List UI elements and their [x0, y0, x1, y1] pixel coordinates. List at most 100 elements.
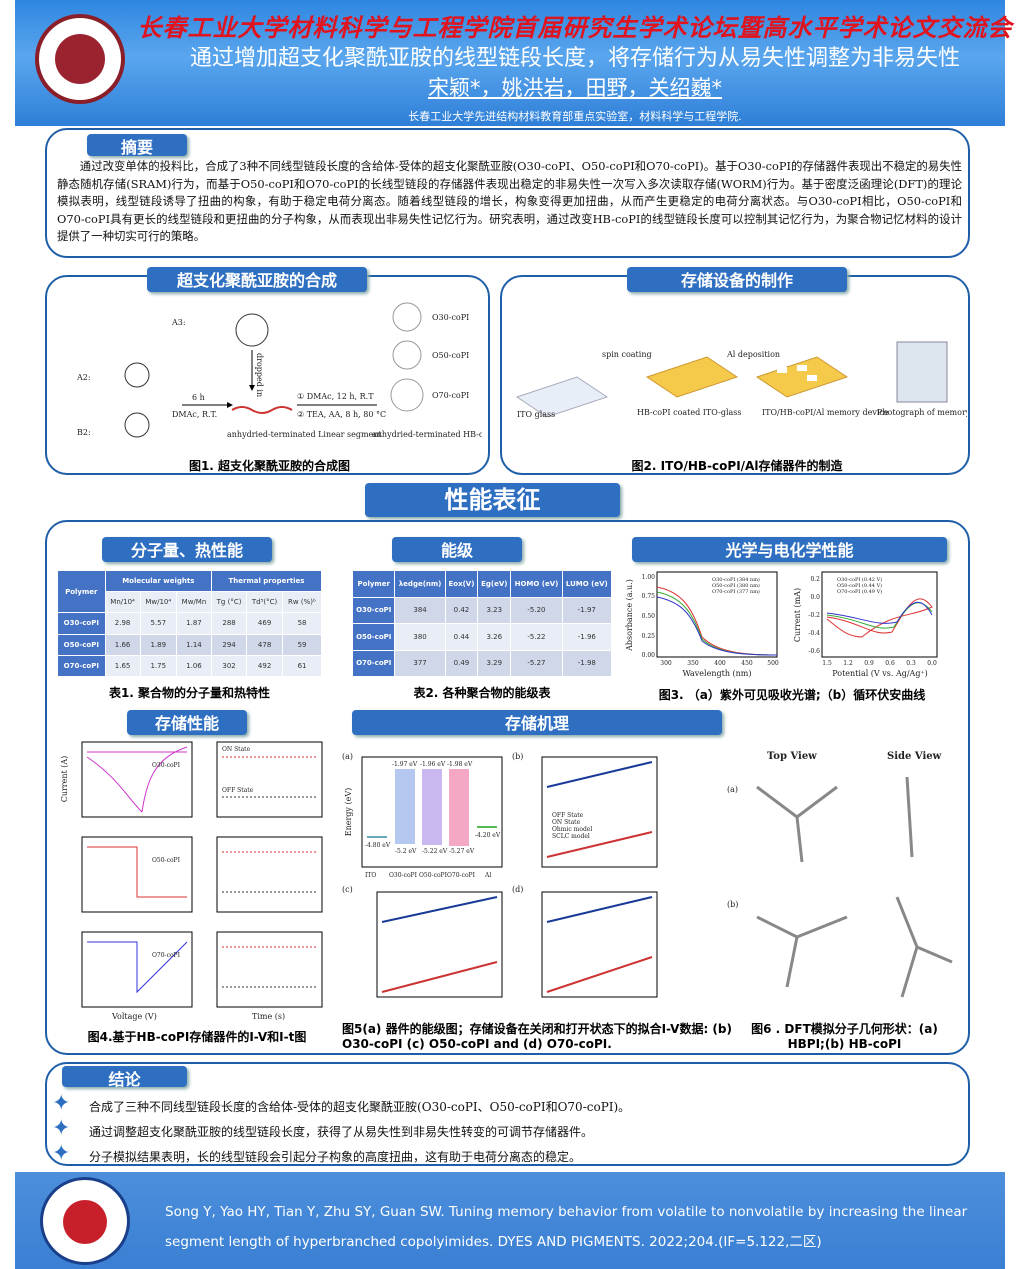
- label-o30: O30-coPI: [432, 313, 469, 322]
- authors: 宋颖*，姚洪岩，田野，关绍巍*: [428, 76, 722, 100]
- label-o70: O70-coPI: [432, 391, 469, 400]
- svg-text:Top View: Top View: [767, 751, 817, 762]
- svg-text:O30-coPI: O30-coPI: [152, 762, 181, 769]
- svg-text:-5.22 eV: -5.22 eV: [422, 848, 448, 855]
- label-step2: ② TEA, AA, 8 h, 80 °C: [297, 410, 386, 419]
- label-ito-glass: ITO glass: [517, 410, 555, 419]
- performance-title: 性能表征: [365, 483, 620, 517]
- label-step1: ① DMAc, 12 h, R.T: [297, 392, 374, 401]
- figure6-caption: 图6 . DFT模拟分子几何形状：(a) HBPI;(b) HB-coPI: [751, 1022, 938, 1051]
- affiliation: 长春工业大学先进结构材料教育部重点实验室，材料科学与工程学院.: [408, 110, 742, 123]
- b-ytick: -0.6: [808, 648, 820, 655]
- svg-text:-1.96 eV: -1.96 eV: [420, 761, 446, 768]
- table-row: O30-coPI 384 0.42 3.23 -5.20 -1.97: [351, 596, 613, 624]
- a-xtick: 350: [687, 660, 699, 667]
- svg-text:O30-coPI (0.42 V): O30-coPI (0.42 V): [837, 576, 882, 583]
- dft-geometry-figure: Top View Side View (a) (b): [727, 751, 953, 998]
- conclusion-title: 结论: [62, 1066, 187, 1089]
- synthesis-section: 超支化聚酰亚胺的合成 A3: A2: B2: 6 h DMAc, R.T. an…: [45, 267, 490, 475]
- table1: Polymer Molecular weights Thermal properti…: [57, 569, 323, 678]
- a-ylabel: Absorbance (a.u.): [625, 579, 634, 652]
- label-a2: A2:: [76, 373, 91, 382]
- b-ylabel: Current (mA): [793, 588, 802, 642]
- svg-text:(b): (b): [727, 900, 738, 909]
- storage-title: 存储性能: [127, 710, 247, 735]
- label-coated-glass: HB-coPI coated ITO-glass: [637, 408, 741, 417]
- svg-text:O50-coPI (380 nm): O50-coPI (380 nm): [712, 582, 760, 589]
- storage-ylabel: Current (A): [60, 756, 69, 803]
- poster-title: 通过增加超支化聚酰亚胺的线型链段长度，将存储行为从易失性调整为非易失性: [189, 46, 960, 71]
- b-xtick: 1.2: [843, 660, 853, 667]
- a-ytick: 0.00: [642, 652, 656, 659]
- svg-text:Time (s): Time (s): [252, 1012, 285, 1021]
- svg-text:Side View: Side View: [887, 751, 942, 762]
- svg-text:(c): (c): [342, 885, 353, 894]
- conclusion-item: 通过调整超支化聚酰亚胺的线型链段长度，获得了从易失性到非易失性转变的可调节存储器…: [89, 1125, 594, 1139]
- device-title: 存储设备的制作: [627, 267, 847, 292]
- synthesis-title: 超支化聚酰亚胺的合成: [147, 267, 367, 292]
- label-linear-segment: anhydried-terminated Linear segment: [227, 430, 382, 439]
- svg-text:ON State: ON State: [222, 746, 251, 753]
- abstract-text: 通过改变单体的投料比，合成了3种不同线型链段长度的含给体-受体的超支化聚酰亚胺(…: [57, 159, 962, 243]
- svg-text:SCLC model: SCLC model: [552, 833, 590, 840]
- svg-text:OFF State: OFF State: [552, 812, 584, 819]
- table-row: O30-coPI 2.98 5.57 1.87 288 469 58: [57, 612, 322, 635]
- device-section: 存储设备的制作 ITO glass spin coating HB-coPI c…: [500, 267, 970, 475]
- abstract-section: 摘要 通过改变单体的投料比，合成了3种不同线型链段长度的含给体-受体的超支化聚酰…: [45, 128, 970, 258]
- svg-text:OFF State: OFF State: [222, 787, 254, 794]
- figure5-caption: 图5(a) 器件的能级图；存储设备在关闭和打开状态下的拟合I-V数据: (b) …: [342, 1022, 732, 1051]
- svg-text:O50-coPI: O50-coPI: [152, 857, 181, 864]
- svg-text:O30-coPI: O30-coPI: [389, 872, 418, 879]
- table-row: O50-coPI 1.66 1.89 1.14 294 478 59: [57, 633, 322, 656]
- mechanism-title: 存储机理: [352, 710, 722, 735]
- b-ytick: 0.2: [810, 576, 820, 583]
- table-row: O50-coPI 380 0.44 3.26 -5.22 -1.96: [351, 623, 613, 651]
- svg-text:-4.20 eV: -4.20 eV: [475, 832, 501, 839]
- optical-figure: O30-coPI (384 nm) O50-coPI (380 nm) O70-…: [625, 571, 938, 678]
- abstract-title: 摘要: [87, 134, 187, 157]
- university-logo: [35, 14, 125, 104]
- b-ytick: 0.0: [810, 594, 820, 601]
- figure1-caption: 图1. 超支化聚酰亚胺的合成图: [188, 459, 351, 473]
- energy-ylabel: Energy (eV): [344, 788, 353, 837]
- synthesis-scheme: A3: A2: B2: 6 h DMAc, R.T. anhydried-ter…: [76, 302, 482, 439]
- label-photograph: Photograph of memory device: [877, 408, 967, 417]
- svg-text:O70-coPI: O70-coPI: [152, 952, 181, 959]
- energy-level-and-fitting-figure: (a) Energy (eV) -1.97 eV -1.96 eV -1.98 …: [342, 752, 658, 998]
- reference-line2: segment length of hyperbranched copolyim…: [165, 1234, 822, 1250]
- conference-title: 长春工业大学材料科学与工程学院首届研究生学术论坛暨高水平学术论文交流会: [137, 13, 1013, 42]
- b-ytick: -0.4: [808, 630, 820, 637]
- label-condition: DMAc, R.T.: [172, 410, 217, 419]
- optical-title: 光学与电化学性能: [632, 537, 947, 562]
- svg-text:O50-coPI: O50-coPI: [419, 872, 448, 879]
- a-xlabel: Wavelength (nm): [682, 669, 751, 678]
- label-time: 6 h: [192, 393, 205, 402]
- star-bullet-icon: ✦: [52, 1091, 71, 1116]
- b-xtick: 0.9: [864, 660, 874, 667]
- label-a3: A3:: [171, 318, 186, 327]
- school-logo: [40, 1177, 130, 1265]
- figure2-caption: 图2. ITO/HB-coPI/Al存储器件的制造: [631, 459, 843, 473]
- performance-section: 分子量、热性能 Polymer Molecular weights Thermal …: [45, 520, 970, 1055]
- label-dropped-in: dropped in: [255, 353, 264, 397]
- svg-text:Al: Al: [484, 872, 491, 879]
- svg-text:O30-coPI (384 nm): O30-coPI (384 nm): [712, 576, 760, 583]
- storage-iv-it-figure: O30-coPI O50-coPI O70-coPI ON State OFF …: [60, 741, 323, 1021]
- table2: Polymer λedge(nm) Eox(V) Eg(eV) HOMO (eV) LUM…: [351, 570, 613, 677]
- b-xtick: 0.0: [927, 660, 937, 667]
- svg-text:Ohmic model: Ohmic model: [552, 826, 592, 833]
- figure3-caption: 图3. （a）紫外可见吸收光谱;（b）循环伏安曲线: [658, 688, 926, 702]
- a-ytick: 0.50: [642, 613, 656, 620]
- label-hb-copis: anhydried-terminated HB-coPIs: [372, 430, 482, 439]
- svg-text:O70-coPI: O70-coPI: [447, 872, 476, 879]
- conclusion-item: 分子模拟结果表明，长的线型链段会引起分子构象的高度扭曲，这有助于电荷分离态的稳定…: [89, 1150, 582, 1164]
- svg-text:O70-coPI (377 nm): O70-coPI (377 nm): [712, 588, 760, 595]
- table1-caption: 表1. 聚合物的分子量和热特性: [108, 686, 271, 700]
- header-banner: 长春工业大学材料科学与工程学院首届研究生学术论坛暨高水平学术论文交流会 通过增加…: [15, 0, 1012, 126]
- b-xtick: 0.6: [885, 660, 895, 667]
- energy-title: 能级: [392, 537, 522, 562]
- a-ytick: 1.00: [642, 574, 656, 581]
- table2-caption: 表2. 各种聚合物的能级表: [413, 686, 551, 700]
- label-al-deposition: Al deposition: [726, 350, 780, 359]
- svg-text:-4.80 eV: -4.80 eV: [365, 842, 391, 849]
